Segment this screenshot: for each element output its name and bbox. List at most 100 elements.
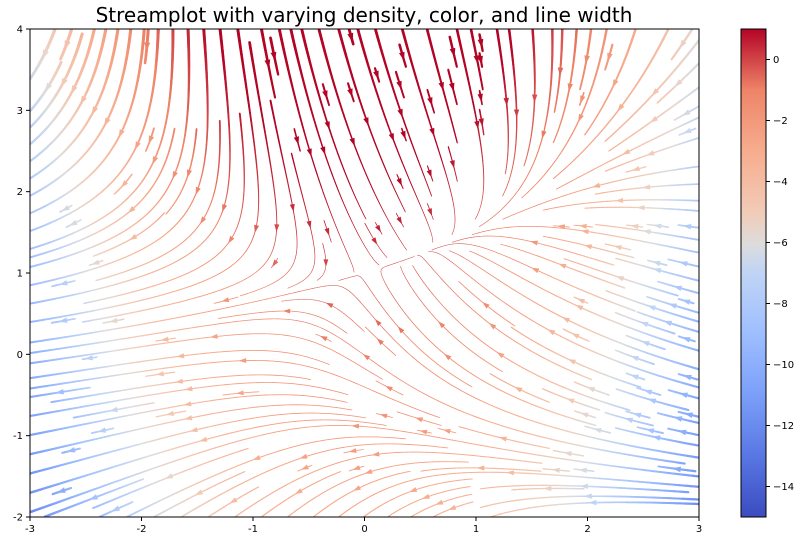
streamline-arrow (679, 392, 688, 398)
streamline-segment (360, 301, 363, 305)
streamline-segment (331, 332, 335, 335)
streamline-segment (355, 382, 359, 385)
streamline-segment (313, 341, 317, 344)
streamline-segment (406, 278, 408, 282)
streamline (479, 483, 690, 494)
streamline-segment (435, 271, 438, 275)
streamline (417, 255, 593, 381)
streamline-arrow (645, 428, 655, 434)
streamline (542, 467, 571, 473)
streamline-segment (365, 326, 367, 329)
streamline-segment (403, 273, 405, 276)
streamline-segment (562, 328, 565, 331)
streamline-segment (347, 289, 350, 292)
streamline-segment (382, 278, 385, 282)
streamline-arrow (571, 333, 580, 339)
streamline (410, 493, 473, 517)
streamline-arrow (89, 494, 98, 500)
streamline-segment (344, 356, 348, 359)
streamline-segment (386, 264, 390, 267)
streamline-segment (298, 337, 302, 339)
streamline-segment (368, 288, 371, 291)
streamline-segment (346, 378, 350, 381)
streamline-segment (471, 251, 475, 254)
streamline-segment (309, 441, 313, 444)
streamline-segment (382, 307, 385, 310)
streamline-segment (443, 256, 447, 259)
streamline (479, 493, 699, 509)
streamline-segment (309, 357, 313, 359)
streamline-segment (493, 262, 497, 265)
streamline-segment (467, 274, 471, 277)
streamline-arrow (385, 385, 393, 392)
streamline-segment (293, 336, 297, 338)
streamline-segment (358, 456, 362, 458)
streamline-segment (312, 358, 316, 360)
streamline-segment (250, 301, 254, 303)
streamline-segment (359, 365, 363, 368)
streamline-segment (343, 287, 346, 289)
streamline-segment (365, 282, 368, 286)
streamline-segment (436, 273, 439, 276)
streamline-segment (300, 321, 305, 323)
streamline-segment (462, 270, 465, 273)
streamline (155, 410, 187, 418)
streamline-arrow (575, 305, 584, 311)
streamline (30, 358, 441, 419)
streamline-segment (334, 350, 337, 353)
streamline-arrow (580, 412, 589, 418)
streamline-arrow (156, 371, 164, 377)
streamline-segment (328, 449, 332, 451)
streamline-segment (336, 352, 340, 354)
streamline (380, 255, 597, 427)
streamline-segment (329, 389, 334, 391)
streamline-segment (375, 380, 378, 382)
streamline-segment (373, 295, 376, 298)
streamline-segment (439, 253, 443, 256)
streamline-segment (408, 257, 412, 259)
streamline-segment (386, 286, 389, 289)
streamline (490, 499, 699, 517)
streamline-segment (429, 265, 432, 268)
streamline-segment (391, 263, 395, 265)
streamline-arrow (294, 488, 303, 495)
streamline-segment (355, 297, 358, 300)
streamline-segment (320, 344, 324, 347)
streamline-segment (317, 386, 321, 389)
streamline-segment (310, 323, 315, 326)
streamline-segment (441, 255, 445, 257)
streamline-segment (434, 251, 438, 254)
streamline (30, 419, 387, 494)
streamline-segment (296, 363, 301, 366)
streamline-segment (383, 280, 386, 284)
streamline (30, 382, 349, 417)
streamline-segment (388, 289, 391, 293)
streamline-segment (258, 299, 262, 302)
streamline-segment (340, 286, 344, 288)
streamline-segment (304, 356, 308, 358)
streamline-segment (245, 302, 249, 305)
streamline (92, 447, 249, 510)
streamline-arrow (164, 473, 174, 479)
streamline-segment (318, 326, 322, 329)
streamline-segment (465, 273, 469, 276)
streamline-segment (412, 265, 414, 268)
streamline-segment (382, 276, 384, 280)
streamline-segment (327, 330, 330, 333)
streamline-segment (373, 390, 377, 393)
streamline-segment (451, 251, 455, 253)
streamline-segment (385, 284, 388, 287)
streamline-segment (327, 347, 331, 350)
streamline-segment (313, 324, 317, 327)
streamline-segment (334, 374, 338, 377)
streamline-segment (278, 295, 282, 297)
streamline-segment (384, 265, 388, 268)
streamline-segment (347, 343, 351, 346)
streamline-segment (286, 293, 290, 295)
streamline-arrow (189, 427, 198, 433)
streamline-segment (418, 275, 421, 279)
streamline-arrow (588, 499, 597, 506)
streamline-segment (410, 286, 413, 289)
streamline-segment (345, 288, 348, 291)
streamline-segment (304, 365, 308, 367)
